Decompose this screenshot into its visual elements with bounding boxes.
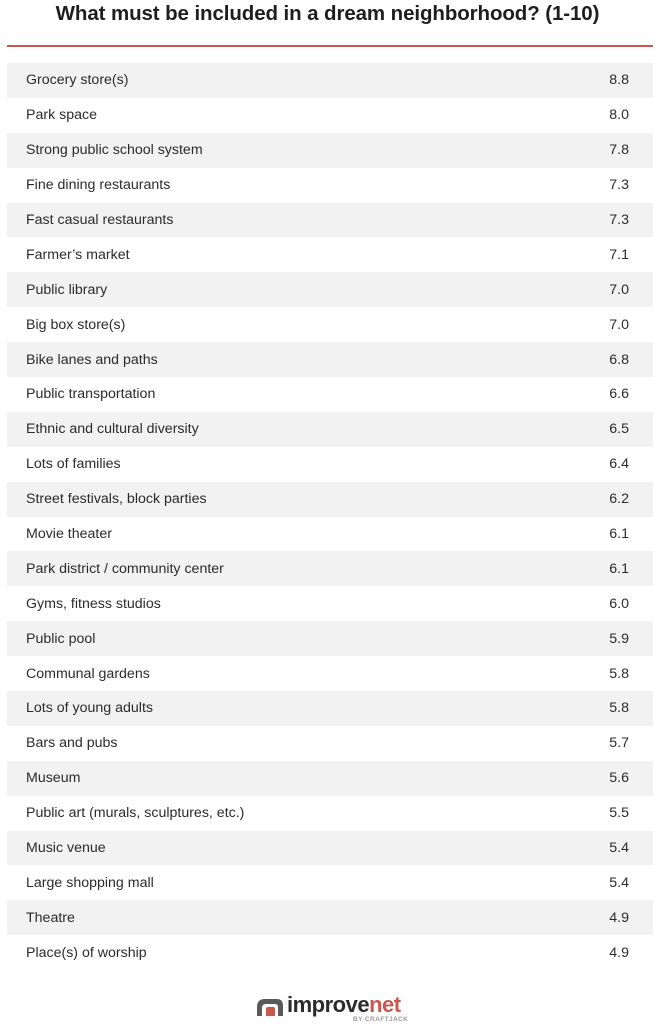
row-value: 4.9	[609, 909, 629, 926]
row-label: Park space	[26, 107, 97, 124]
row-value: 6.5	[609, 421, 629, 438]
row-value: 6.0	[609, 595, 629, 612]
row-label: Bars and pubs	[26, 735, 118, 752]
row-label: Fast casual restaurants	[26, 212, 174, 228]
table-row: Strong public school system 7.8	[7, 132, 653, 168]
logo-main-text: improve	[287, 992, 370, 1017]
row-label: Farmer’s market	[26, 246, 130, 263]
row-label: Grocery store(s)	[26, 72, 129, 89]
row-label: Lots of families	[26, 456, 121, 473]
row-value: 4.9	[609, 944, 629, 961]
row-value: 6.4	[609, 456, 629, 473]
ratings-table: Grocery store(s) 8.8 Park space 8.0 Strong p…	[7, 63, 653, 970]
row-value: 6.8	[609, 351, 629, 368]
row-value: 6.1	[609, 526, 629, 543]
row-value: 8.8	[609, 72, 629, 89]
table-row: Lots of young adults 5.8	[7, 691, 653, 726]
table-row: Fine dining restaurants 7.3	[7, 168, 653, 203]
logo-byline: BY CRAFTJACK	[353, 1016, 409, 1023]
table-row: Movie theater 6.1	[7, 517, 653, 552]
row-value: 7.8	[609, 142, 629, 159]
table-row: Public pool 5.9	[7, 621, 653, 657]
row-label: Lots of young adults	[26, 700, 153, 717]
row-value: 6.1	[609, 560, 629, 577]
table-row: Big box store(s) 7.0	[7, 307, 653, 342]
row-value: 7.1	[609, 246, 629, 263]
row-value: 7.0	[609, 316, 629, 333]
table-row: Ethnic and cultural diversity 6.5	[7, 411, 653, 447]
table-row: Lots of families 6.4	[7, 447, 653, 482]
chart-title: What must be included in a dream neighbo…	[55, 2, 600, 25]
table-row: Public library 7.0	[7, 272, 653, 308]
table-row: Park space 8.0	[7, 98, 653, 133]
row-label: Strong public school system	[26, 142, 203, 159]
table-row: Farmer’s market 7.1	[7, 237, 653, 272]
logo-accent-text: net	[369, 992, 401, 1017]
row-label: Public pool	[26, 630, 96, 647]
row-value: 5.5	[609, 805, 629, 822]
logo-wordmark: improvenet	[287, 992, 401, 1018]
row-label: Communal gardens	[26, 665, 150, 682]
title-divider	[7, 45, 653, 47]
row-value: 5.8	[609, 665, 629, 682]
row-label: Big box store(s)	[26, 316, 126, 333]
row-label: Gyms, fitness studios	[26, 595, 161, 612]
table-row: Street festivals, block parties 6.2	[7, 481, 653, 517]
table-row: Fast casual restaurants 7.3	[7, 202, 653, 238]
row-label: Large shopping mall	[26, 874, 154, 891]
row-value: 5.4	[609, 874, 629, 891]
footer: improvenet BY CRAFTJACK	[0, 990, 655, 1024]
row-label: Park district / community center	[26, 560, 224, 577]
table-row: Bike lanes and paths 6.8	[7, 342, 653, 378]
row-value: 6.2	[609, 491, 629, 508]
row-label: Public transportation	[26, 386, 156, 403]
row-value: 5.6	[609, 770, 629, 787]
row-value: 7.3	[609, 177, 629, 194]
row-label: Bike lanes and paths	[26, 351, 158, 368]
row-value: 5.7	[609, 735, 629, 752]
row-label: Music venue	[26, 840, 106, 857]
row-label: Theatre	[26, 909, 75, 926]
house-roof-icon	[257, 999, 283, 1016]
row-label: Museum	[26, 770, 81, 787]
row-value: 7.3	[609, 212, 629, 228]
table-row: Public transportation 6.6	[7, 377, 653, 412]
table-row: Museum 5.6	[7, 760, 653, 796]
table-row: Grocery store(s) 8.8	[7, 63, 653, 98]
table-row: Large shopping mall 5.4	[7, 865, 653, 900]
row-label: Street festivals, block parties	[26, 491, 207, 508]
row-label: Place(s) of worship	[26, 944, 147, 961]
row-value: 5.9	[609, 630, 629, 647]
table-row: Theatre 4.9	[7, 900, 653, 936]
row-label: Public library	[26, 281, 108, 298]
row-value: 5.4	[609, 840, 629, 857]
table-row: Gyms, fitness studios 6.0	[7, 586, 653, 621]
row-label: Public art (murals, sculptures, etc.)	[26, 805, 245, 822]
row-label: Fine dining restaurants	[26, 177, 171, 194]
table-row: Public art (murals, sculptures, etc.) 5.5	[7, 796, 653, 831]
row-label: Movie theater	[26, 526, 112, 543]
improvenet-logo: improvenet BY CRAFTJACK	[255, 992, 409, 1023]
table-row: Bars and pubs 5.7	[7, 726, 653, 761]
row-value: 8.0	[609, 107, 629, 124]
row-label: Ethnic and cultural diversity	[26, 421, 199, 438]
row-value: 7.0	[609, 281, 629, 298]
table-row: Communal gardens 5.8	[7, 656, 653, 691]
table-row: Park district / community center 6.1	[7, 551, 653, 587]
table-row: Place(s) of worship 4.9	[7, 935, 653, 970]
row-value: 5.8	[609, 700, 629, 717]
table-row: Music venue 5.4	[7, 830, 653, 866]
row-value: 6.6	[609, 386, 629, 403]
